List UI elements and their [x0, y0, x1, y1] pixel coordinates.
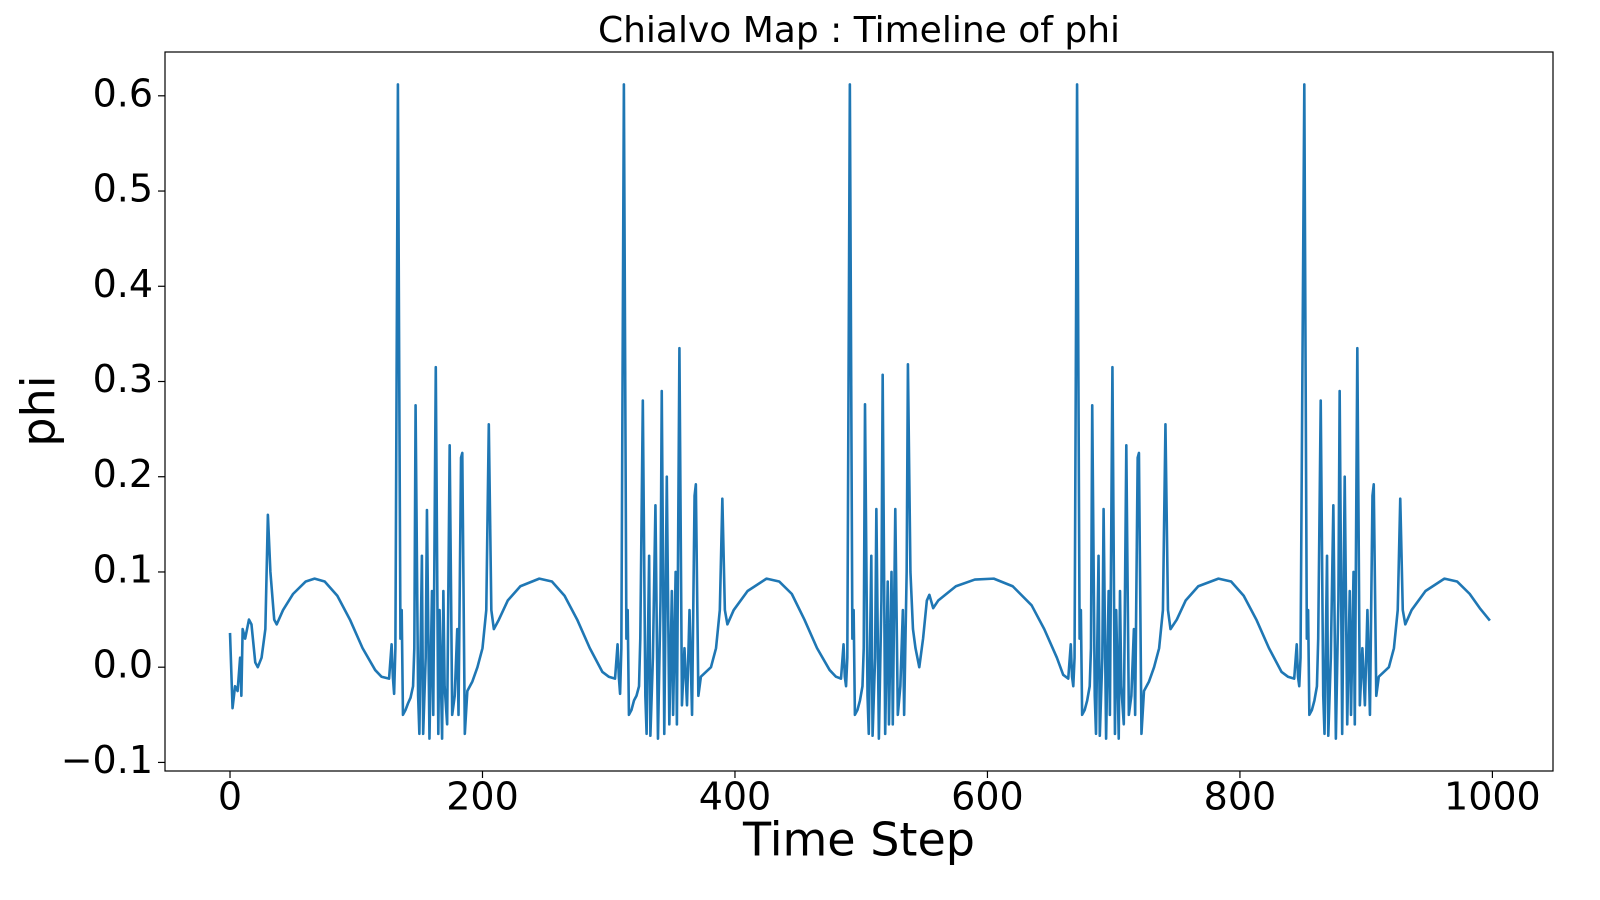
data-line [228, 83, 1491, 740]
x-tick-label: 600 [951, 775, 1024, 819]
y-tick-label: 0.2 [93, 452, 153, 496]
y-tick-label: 0.4 [93, 262, 153, 306]
chart-title: Chialvo Map : Timeline of phi [598, 10, 1120, 51]
x-axis-label: Time Step [742, 813, 975, 867]
y-tick-label: 0.3 [93, 357, 153, 401]
x-tick-label: 800 [1204, 775, 1277, 819]
y-tick-label: 0.6 [93, 71, 153, 115]
y-axis-label: phi [12, 375, 66, 446]
x-tick-label: 400 [699, 775, 772, 819]
y-tick-label: 0.0 [93, 643, 153, 687]
x-tick-label: 1000 [1444, 775, 1541, 819]
plot-frame [164, 51, 1554, 772]
x-tick-label: 200 [446, 775, 519, 819]
y-tick-label: 0.1 [93, 547, 153, 591]
y-tick-label: −0.1 [61, 738, 153, 782]
x-tick-label: 0 [218, 775, 242, 819]
y-tick-label: 0.5 [93, 167, 153, 211]
